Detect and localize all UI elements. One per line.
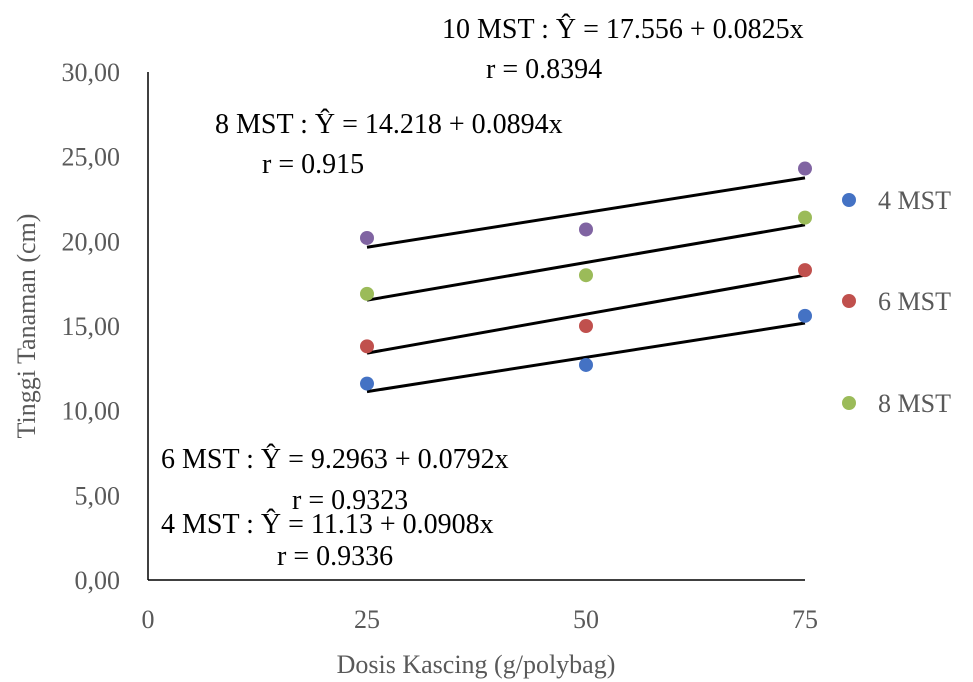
data-point-series-2	[579, 268, 593, 283]
data-point-series-0	[579, 357, 593, 372]
data-points	[360, 161, 812, 391]
trendline-series-3	[366, 176, 806, 249]
data-point-series-2	[360, 286, 374, 301]
data-point-series-0	[360, 376, 374, 391]
legend-label-6mst: 6 MST	[878, 287, 951, 316]
data-point-series-0	[798, 308, 812, 323]
data-point-series-1	[579, 319, 593, 333]
legend-marker-8mst	[842, 396, 856, 410]
x-tick-label: 50	[573, 605, 599, 634]
data-point-series-3	[579, 222, 593, 237]
equation-10mst: 10 MST : Ŷ = 17.556 + 0.0825x	[442, 14, 804, 45]
x-tick-label: 0	[142, 605, 155, 634]
y-tick-label: 10,00	[62, 397, 121, 426]
equation-6mst: 6 MST : Ŷ = 9.2963 + 0.0792x	[161, 444, 509, 475]
data-point-series-3	[360, 230, 374, 245]
trendline-series-1	[366, 273, 806, 355]
y-tick-label: 20,00	[62, 227, 121, 256]
legend-label-4mst: 4 MST	[878, 186, 951, 215]
x-tick-labels: 0 25 50 75	[142, 605, 819, 634]
legend-label-8mst: 8 MST	[878, 389, 951, 418]
y-tick-label: 25,00	[62, 143, 121, 172]
equation-8mst: 8 MST : Ŷ = 14.218 + 0.0894x	[215, 109, 563, 140]
r-value-6mst: r = 0.9323	[292, 485, 408, 516]
x-tick-label: 25	[354, 605, 380, 634]
y-tick-labels: 0,00 5,00 10,00 15,00 20,00 25,00 30,00	[62, 58, 121, 595]
r-value-10mst: r = 0.8394	[486, 54, 602, 85]
axes	[147, 72, 805, 581]
y-tick-label: 0,00	[75, 566, 121, 595]
x-axis-title: Dosis Kascing (g/polybag)	[337, 650, 616, 679]
r-value-4mst: r = 0.9336	[277, 541, 393, 572]
legend-marker-4mst	[842, 193, 856, 207]
trendline-series-0	[366, 321, 806, 394]
legend: 4 MST 6 MST 8 MST	[842, 186, 951, 418]
equation-4mst: 4 MST : Ŷ = 11.13 + 0.0908x	[161, 509, 494, 540]
x-tick-label: 75	[792, 605, 818, 634]
legend-marker-6mst	[842, 294, 856, 308]
y-tick-label: 30,00	[62, 58, 121, 87]
data-point-series-3	[798, 161, 812, 176]
y-tick-label: 5,00	[75, 481, 121, 510]
equation-annotations: 10 MST : Ŷ = 17.556 + 0.0825x r = 0.8394…	[161, 14, 804, 572]
y-axis-title: Tinggi Tanaman (cm)	[12, 214, 41, 439]
trendlines	[366, 176, 806, 394]
y-tick-label: 15,00	[62, 312, 121, 341]
data-point-series-1	[360, 339, 374, 354]
data-point-series-2	[798, 210, 812, 225]
r-value-8mst: r = 0.915	[262, 149, 364, 180]
trendline-series-2	[366, 223, 806, 302]
data-point-series-1	[798, 263, 812, 278]
